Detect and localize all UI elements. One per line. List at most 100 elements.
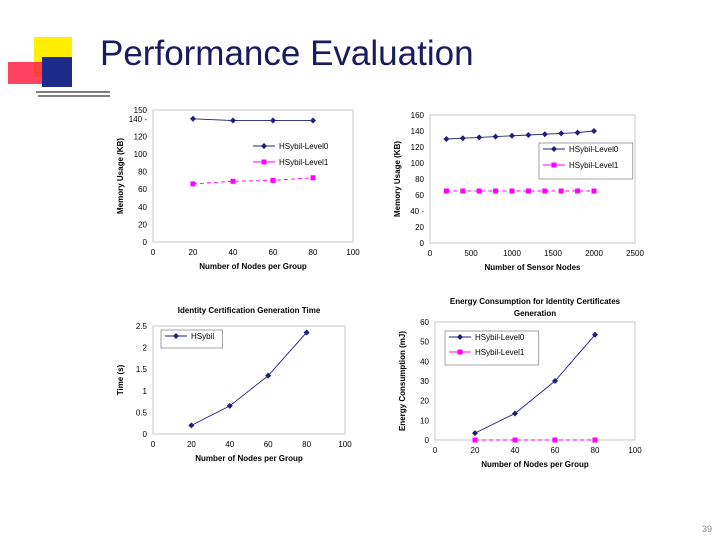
data-point xyxy=(552,437,558,443)
page-number: 39 xyxy=(701,524,712,534)
data-point xyxy=(575,188,581,194)
legend-label: HSybil-Level0 xyxy=(279,142,329,151)
x-tick-label: 2500 xyxy=(626,249,644,258)
x-tick-label: 0 xyxy=(428,249,433,258)
x-tick-label: 0 xyxy=(151,440,156,449)
chart-certification-time: Identity Certification Generation Time00… xyxy=(116,306,352,463)
data-point xyxy=(476,188,482,194)
legend: HSybil-Level0 HSybil-Level1 xyxy=(444,330,540,366)
plot-area xyxy=(152,109,354,243)
y-tick-label: 40 - xyxy=(410,207,424,216)
legend-label: HSybil-Level1 xyxy=(279,158,329,167)
y-tick-label: 0 xyxy=(420,239,425,248)
data-point xyxy=(525,132,532,138)
legend-marker xyxy=(173,333,179,339)
legend-label: HSybil-Level0 xyxy=(475,333,525,342)
y-tick-label: 80 xyxy=(415,175,424,184)
x-tick-label: 40 xyxy=(511,446,520,455)
x-tick-label: 20 xyxy=(187,440,196,449)
x-axis-label: Number of Nodes per Group xyxy=(199,262,307,271)
data-point xyxy=(265,372,272,379)
x-tick-label: 80 xyxy=(591,446,600,455)
data-point xyxy=(592,331,598,338)
y-axis-label: Energy Consumption (mJ) xyxy=(398,331,407,431)
legend-label: HSybil xyxy=(191,332,214,341)
series-line xyxy=(192,118,313,122)
x-tick-label: 2000 xyxy=(585,249,603,258)
y-tick-label: 120 xyxy=(134,132,148,141)
series-hsybil-level0 xyxy=(443,128,597,142)
y-axis-label: Memory Usage (KB) xyxy=(116,138,125,214)
chart-title: Energy Consumption for Identity Certific… xyxy=(450,297,621,306)
x-tick-label: 500 xyxy=(464,249,478,258)
data-point xyxy=(303,329,310,336)
x-tick-label: 60 xyxy=(264,440,273,449)
data-point xyxy=(459,135,466,142)
y-tick-label: 40 xyxy=(420,357,429,366)
y-tick-label: 0.5 xyxy=(136,408,148,417)
data-point xyxy=(188,422,195,429)
series-line xyxy=(474,334,596,434)
x-tick-label: 60 xyxy=(269,248,278,257)
y-tick-label: 1.5 xyxy=(136,365,148,374)
data-point xyxy=(310,175,316,181)
data-point xyxy=(509,132,515,139)
plot-area xyxy=(152,325,346,435)
x-tick-label: 0 xyxy=(433,446,438,455)
data-point xyxy=(493,188,499,194)
y-tick-label: 0 xyxy=(143,430,148,439)
series-hsybil-level0 xyxy=(190,115,316,124)
chart-memory-vs-sensor-nodes: 0 20 40 - 60 80 100 120 140 160 0 500 1000 1500 2000 2… xyxy=(393,111,644,272)
y-tick-label: 1 xyxy=(143,387,148,396)
x-tick-label: 0 xyxy=(151,248,156,257)
x-tick-label: 40 xyxy=(229,248,238,257)
legend-label: HSybil-Level1 xyxy=(569,161,619,170)
legend: HSybil-Level0 HSybil-Level1 xyxy=(253,142,329,167)
data-point xyxy=(476,134,483,141)
chart-energy-consumption: Energy Consumption for Identity Certific… xyxy=(398,297,642,469)
data-point xyxy=(443,188,449,194)
data-point xyxy=(574,129,581,136)
legend-marker xyxy=(261,159,267,165)
chart-title-line2: Generation xyxy=(514,309,556,318)
y-tick-label: 2.5 xyxy=(136,322,148,331)
series-hsybil-level0 xyxy=(472,331,598,437)
data-point xyxy=(558,130,565,137)
slide-title: Performance Evaluation xyxy=(100,34,474,73)
series-hsybil-level1 xyxy=(472,437,598,443)
chart-memory-vs-nodes: 0 20 40 60 80 100 120 140 -150 0 20 40 60 80 100 Numbe… xyxy=(116,106,360,271)
data-point xyxy=(492,133,499,140)
y-tick-label: 150 xyxy=(134,106,148,115)
data-point xyxy=(230,178,236,184)
data-point xyxy=(558,188,564,194)
x-tick-label: 100 xyxy=(628,446,642,455)
y-tick-label: 100 xyxy=(411,159,425,168)
data-point xyxy=(190,115,196,122)
y-tick-label: 80 xyxy=(138,168,147,177)
y-tick-label: 30 xyxy=(420,377,429,386)
y-tick-label: 140 xyxy=(411,127,425,136)
y-tick-label: 160 xyxy=(411,111,425,120)
data-point xyxy=(460,188,466,194)
x-tick-label: 40 xyxy=(225,440,234,449)
data-point xyxy=(509,188,515,194)
y-tick-label: 60 xyxy=(415,191,424,200)
x-tick-label: 1500 xyxy=(544,249,562,258)
y-tick-label: 100 xyxy=(134,150,148,159)
x-axis-label: Number of Nodes per Group xyxy=(195,454,303,463)
series-hsybil-level1 xyxy=(443,188,597,194)
data-point xyxy=(512,410,518,417)
y-tick-label: 10 xyxy=(420,416,429,425)
x-tick-label: 60 xyxy=(551,446,560,455)
x-tick-label: 20 xyxy=(189,248,198,257)
y-tick-label: 20 xyxy=(420,397,429,406)
data-point xyxy=(190,181,196,187)
x-tick-label: 1000 xyxy=(503,249,521,258)
y-tick-label: 20 xyxy=(138,220,147,229)
x-tick-label: 80 xyxy=(302,440,311,449)
y-tick-label: 50 xyxy=(420,338,429,347)
legend: HSybil-Level0 HSybil-Level1 xyxy=(538,142,634,180)
legend-label: HSybil-Level0 xyxy=(569,145,619,154)
data-point xyxy=(226,402,233,409)
series-line xyxy=(191,332,307,426)
